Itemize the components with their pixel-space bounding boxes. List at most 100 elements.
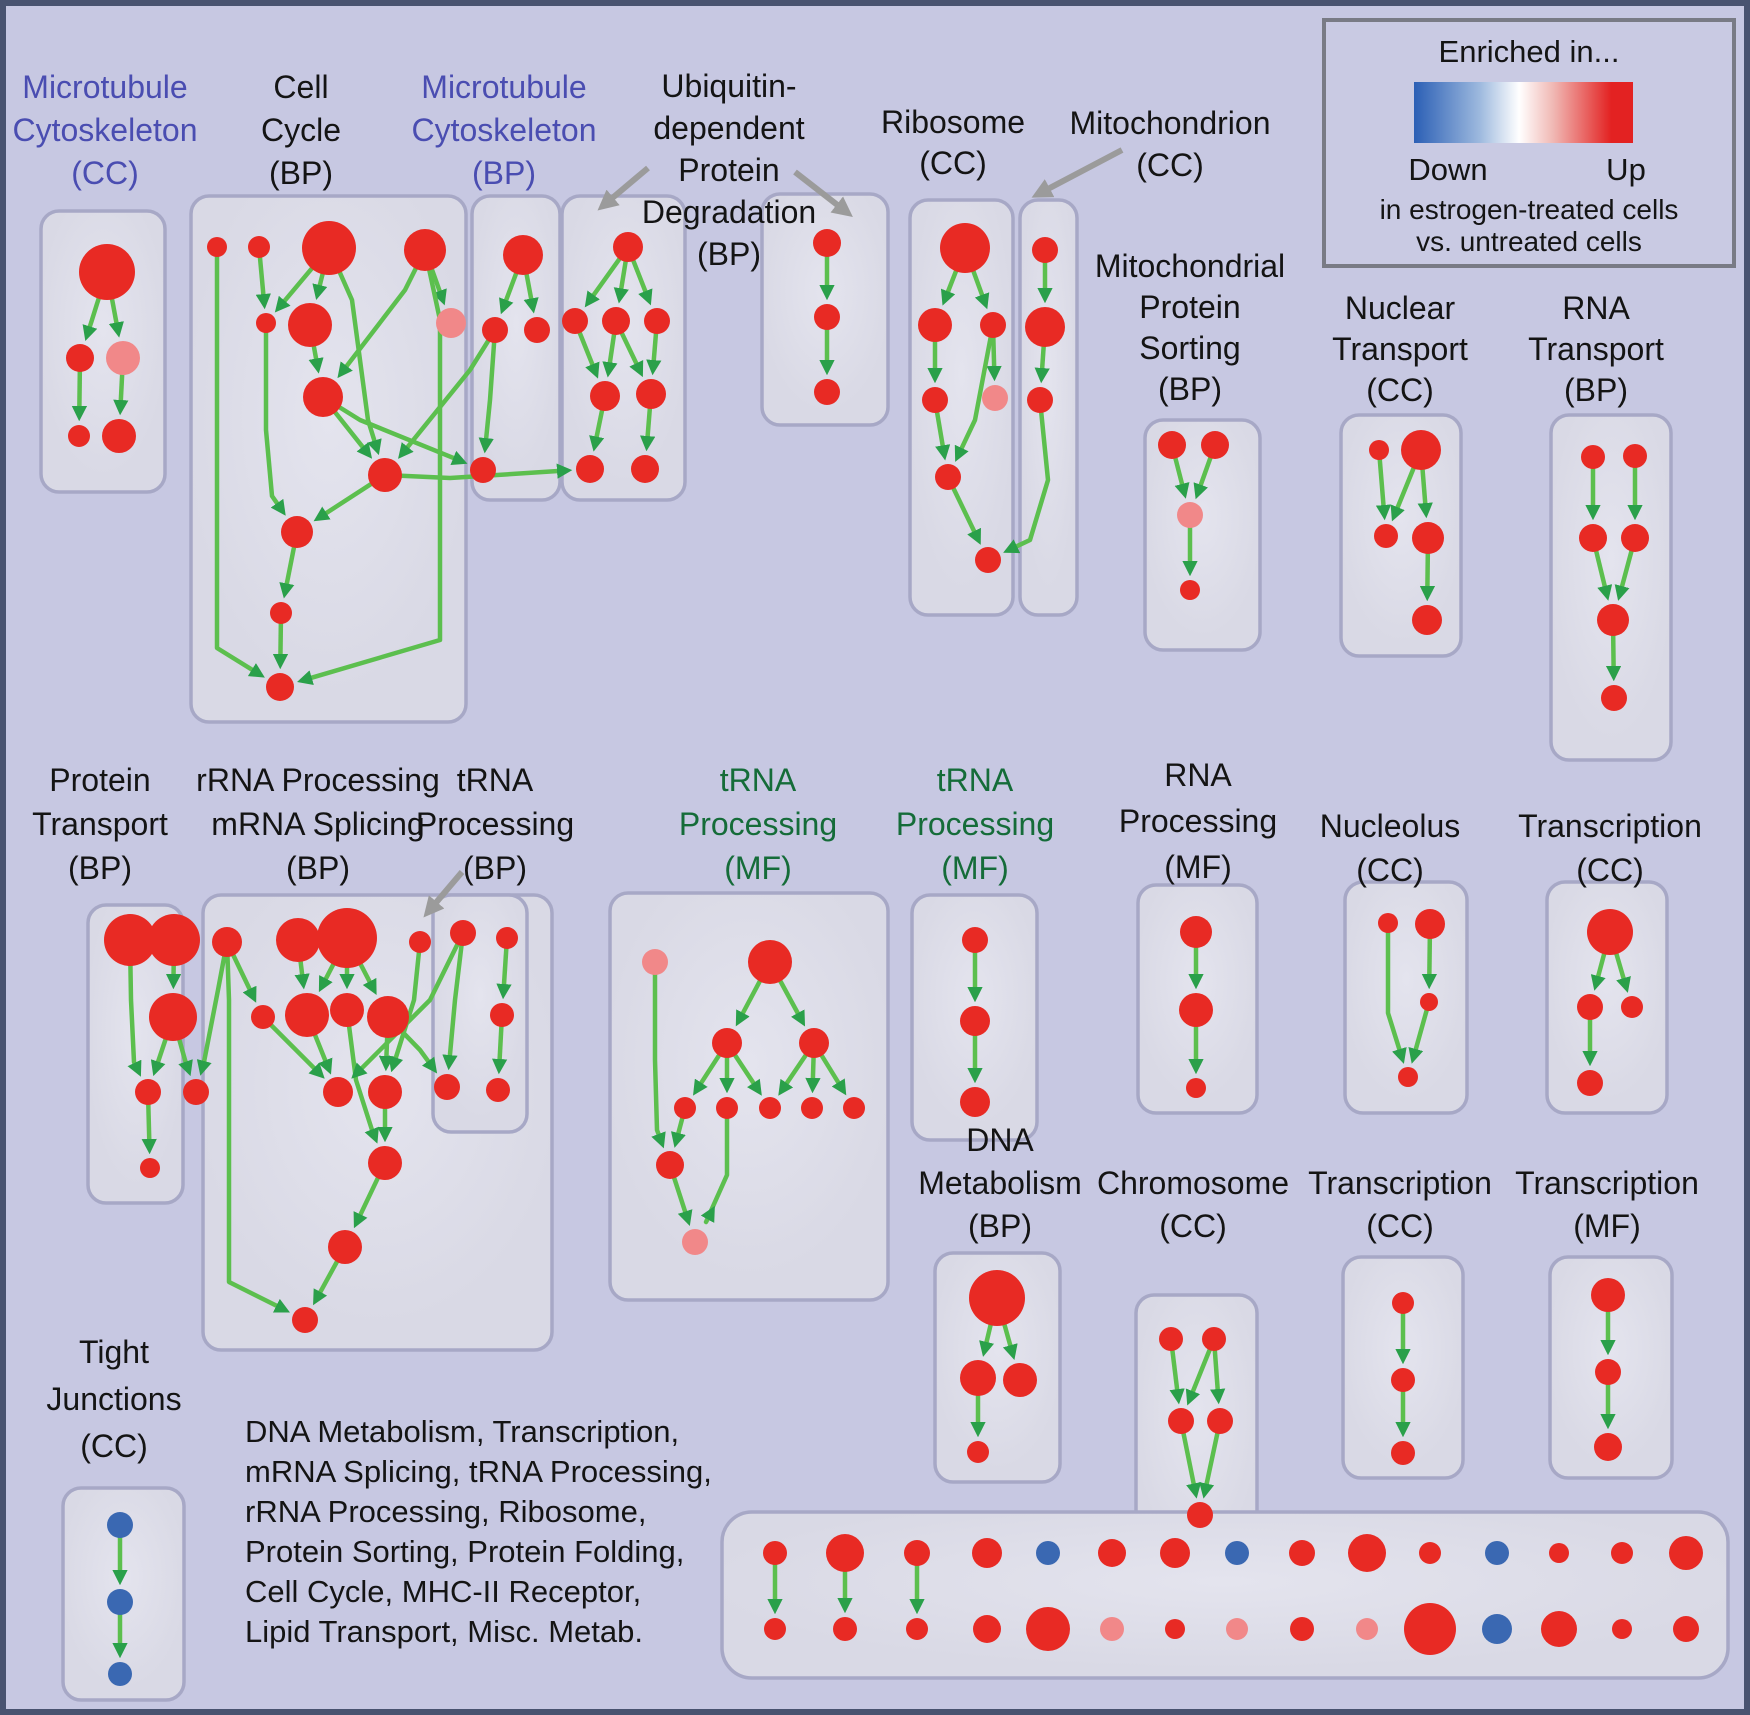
- edge-C2-B9: [398, 328, 497, 459]
- cluster-label-0-line-2: (CC): [71, 155, 139, 191]
- node-Q1: [1392, 1292, 1414, 1314]
- cluster-label-9-line-0: Protein: [49, 762, 151, 798]
- cluster-label-6-line-3: (BP): [1158, 371, 1222, 407]
- node-X4: [1398, 1067, 1418, 1087]
- legend-down-label: Down: [1408, 152, 1488, 187]
- node-S15b: [1673, 1616, 1699, 1642]
- cluster-label-0: Microtubule Cytoskeleton (CC): [13, 71, 198, 200]
- cluster-label-19: Transcription (CC): [1308, 1167, 1492, 1253]
- node-H3: [1177, 502, 1203, 528]
- node-G3: [1027, 387, 1053, 413]
- node-Rb1: [183, 1079, 209, 1105]
- node-E2: [814, 304, 840, 330]
- node-D4: [644, 308, 670, 334]
- node-X2: [1415, 909, 1445, 939]
- edge-B3-B9: [326, 247, 382, 456]
- node-M3: [1594, 1433, 1622, 1461]
- node-Us5: [843, 1097, 865, 1119]
- cluster-label-3-line-1: dependent: [653, 110, 805, 146]
- cluster-label-2-line-0: Microtubule: [421, 69, 587, 105]
- cluster-label-3-line-4: (BP): [697, 236, 761, 272]
- node-S14b: [1612, 1619, 1632, 1639]
- node-J3: [1579, 524, 1607, 552]
- node-C3: [524, 317, 550, 343]
- node-Rt3: [317, 908, 377, 968]
- node-S12t: [1485, 1541, 1509, 1565]
- cluster-label-15-line-1: (CC): [1356, 852, 1424, 888]
- cluster-label-7-line-1: Transport: [1332, 331, 1468, 367]
- misc-category-list-line-0: DNA Metabolism, Transcription,: [245, 1414, 680, 1449]
- node-C4: [470, 457, 496, 483]
- node-S10b: [1356, 1618, 1378, 1640]
- node-Z4: [967, 1441, 989, 1463]
- cluster-label-7: Nuclear Transport (CC): [1332, 292, 1468, 415]
- node-S8b: [1226, 1618, 1248, 1640]
- cluster-label-4: Ribosome (CC): [881, 106, 1025, 188]
- node-M1: [1591, 1278, 1625, 1312]
- edge-F3-F6: [954, 324, 996, 462]
- node-J1: [1581, 445, 1605, 469]
- node-TJ2: [107, 1589, 133, 1615]
- node-G2: [1025, 307, 1065, 347]
- cluster-label-10-line-0: rRNA Processing: [196, 762, 440, 798]
- node-Z1: [969, 1270, 1025, 1326]
- cluster-label-6-line-1: Protein: [1139, 289, 1241, 325]
- cluster-label-3: Ubiquitin-dependent Protein Degradation (BP…: [642, 70, 816, 280]
- node-W1: [1180, 916, 1212, 948]
- node-S7t: [1160, 1538, 1190, 1568]
- misc-category-list-line-3: Protein Sorting, Protein Folding,: [245, 1534, 685, 1569]
- edge-X1-X4: [1385, 923, 1407, 1064]
- cluster-label-4-line-0: Ribosome: [880, 104, 1026, 140]
- node-F1: [940, 223, 990, 273]
- node-V1: [962, 927, 988, 953]
- node-I2: [1401, 430, 1441, 470]
- cluster-label-14-line-1: Processing: [1118, 803, 1278, 839]
- node-Us2: [716, 1097, 738, 1119]
- node-Rb2: [323, 1077, 353, 1107]
- node-D2: [562, 308, 588, 334]
- node-V2: [960, 1006, 990, 1036]
- node-A2: [66, 344, 94, 372]
- node-S7b: [1165, 1619, 1185, 1639]
- node-C1: [503, 235, 543, 275]
- node-S4b: [973, 1615, 1001, 1643]
- edge-B5-B10: [263, 323, 286, 516]
- node-Re1: [292, 1307, 318, 1333]
- edge-G3-F7: [1003, 399, 1051, 554]
- cluster-label-6: Mitochondrial Protein Sorting (BP): [1095, 250, 1285, 414]
- node-D7: [576, 455, 604, 483]
- cluster-label-13: tRNA Processing (MF): [896, 764, 1054, 896]
- cluster-label-13-line-2: (MF): [941, 850, 1009, 886]
- cluster-box-dna-metabolism-bp: [933, 1251, 1062, 1484]
- node-B5: [256, 313, 276, 333]
- cluster-label-7-line-0: Nuclear: [1344, 290, 1456, 326]
- node-P4: [1207, 1408, 1233, 1434]
- cluster-label-20-line-0: Transcription: [1515, 1165, 1699, 1201]
- node-A1: [79, 244, 135, 300]
- cluster-box-microtubule-cytoskeleton-bp: [470, 194, 562, 502]
- cluster-label-14-line-2: (MF): [1164, 849, 1232, 885]
- node-F3: [980, 312, 1006, 338]
- cluster-label-11: tRNA Processing (BP): [416, 764, 574, 896]
- cluster-label-1-line-1: Cycle: [260, 112, 342, 148]
- cluster-box-mitochondrial-protein-sorting-bp: [1143, 418, 1262, 652]
- cluster-label-1: Cell Cycle (BP): [261, 71, 341, 200]
- node-Rm3: [330, 993, 364, 1027]
- cluster-label-21: Tight Junctions (CC): [46, 1336, 181, 1477]
- legend-box: Enriched in... Down Up in estrogen-treat…: [1322, 18, 1736, 268]
- node-Rt1: [212, 927, 242, 957]
- cluster-label-5: Mitochondrion (CC): [1070, 107, 1271, 191]
- node-Rc1: [368, 1146, 402, 1180]
- node-P3: [1168, 1408, 1194, 1434]
- node-Y2: [1577, 994, 1603, 1020]
- cluster-label-20: Transcription (MF): [1515, 1167, 1699, 1253]
- cluster-label-17-line-2: (BP): [967, 1208, 1032, 1244]
- node-S6b: [1100, 1617, 1124, 1641]
- cluster-label-12-line-2: (MF): [724, 850, 792, 886]
- node-Y3: [1621, 996, 1643, 1018]
- node-Rm1: [251, 1005, 275, 1029]
- cluster-label-19-line-0: Transcription: [1308, 1165, 1492, 1201]
- cluster-label-8-line-1: Transport: [1528, 331, 1664, 367]
- node-UT: [748, 940, 792, 984]
- node-B10: [281, 516, 313, 548]
